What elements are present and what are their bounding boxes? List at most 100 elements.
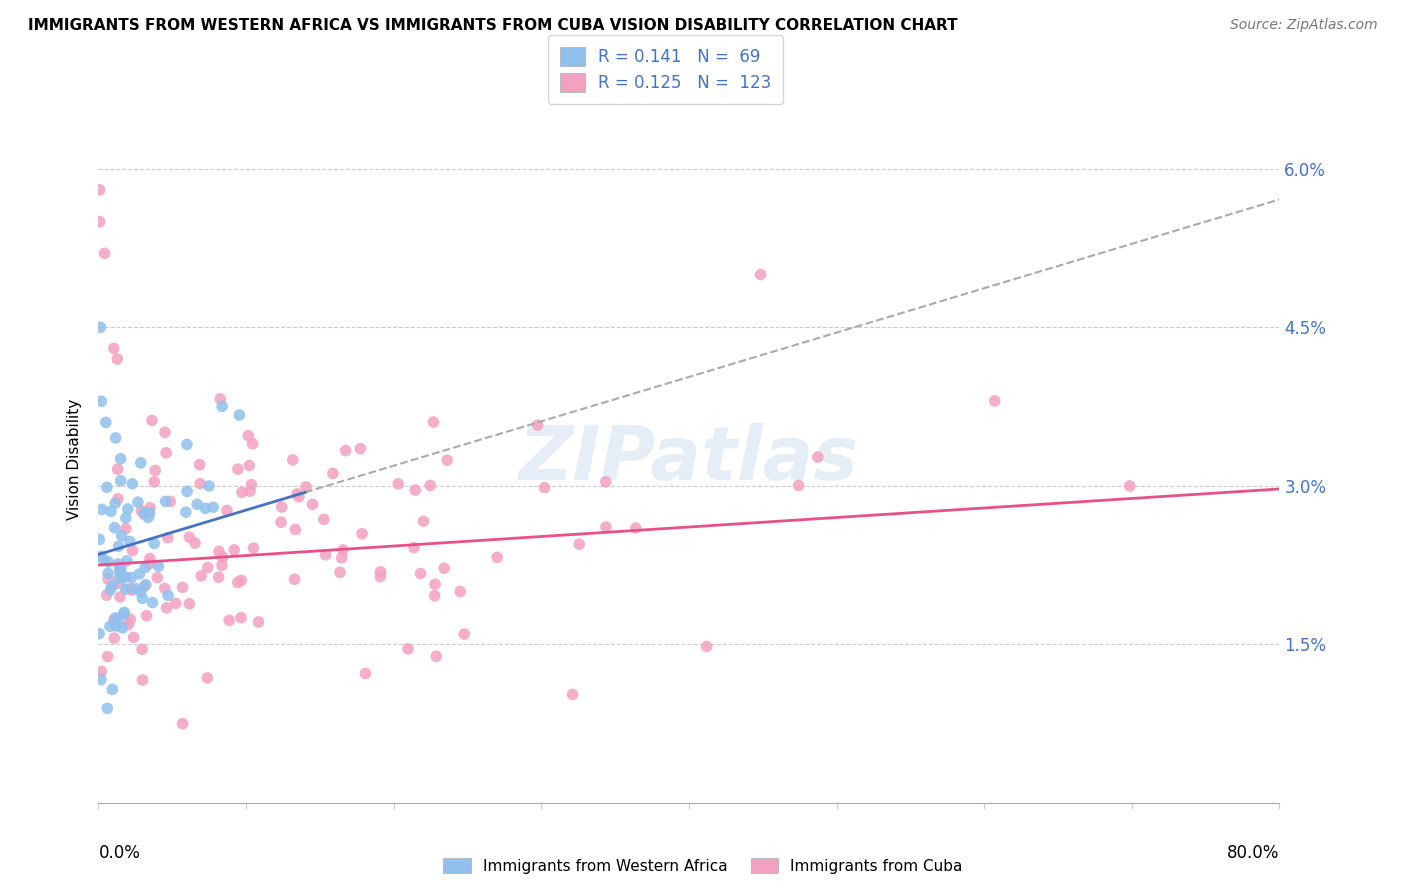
Point — [97, 572, 120, 586]
Point — [132, 506, 155, 520]
Point — [131, 673, 153, 687]
Point — [270, 515, 292, 529]
Point — [118, 534, 141, 549]
Point — [194, 501, 217, 516]
Point — [132, 580, 155, 594]
Point — [121, 583, 143, 598]
Point — [110, 474, 132, 488]
Point — [124, 582, 146, 596]
Point — [101, 682, 124, 697]
Point — [349, 442, 371, 456]
Point — [402, 541, 425, 555]
Point — [155, 494, 177, 508]
Point — [103, 613, 125, 627]
Point — [354, 666, 377, 681]
Point — [107, 539, 129, 553]
Point — [312, 512, 335, 526]
Point — [288, 490, 311, 504]
Point — [184, 536, 207, 550]
Point — [240, 477, 263, 491]
Point — [96, 701, 118, 715]
Point — [138, 506, 160, 520]
Point — [93, 552, 115, 566]
Point — [103, 342, 125, 356]
Point — [301, 497, 323, 511]
Point — [335, 443, 357, 458]
Point — [110, 561, 132, 575]
Point — [1119, 479, 1142, 493]
Point — [108, 571, 131, 585]
Point — [114, 582, 136, 596]
Point — [121, 570, 143, 584]
Point — [143, 536, 166, 550]
Point — [595, 520, 617, 534]
Point — [121, 543, 143, 558]
Point — [117, 502, 139, 516]
Point — [226, 575, 249, 590]
Point — [425, 649, 447, 664]
Point — [179, 530, 201, 544]
Point — [143, 463, 166, 477]
Point — [239, 484, 262, 499]
Point — [112, 606, 135, 620]
Point — [179, 597, 201, 611]
Point — [188, 476, 211, 491]
Point — [98, 582, 121, 597]
Point — [533, 481, 555, 495]
Point — [107, 462, 129, 476]
Point — [433, 561, 456, 575]
Point — [112, 607, 135, 621]
Point — [110, 451, 132, 466]
Point — [108, 576, 131, 591]
Point — [807, 450, 830, 464]
Point — [368, 569, 391, 583]
Point — [107, 491, 129, 506]
Point — [146, 571, 169, 585]
Point — [423, 577, 446, 591]
Point — [211, 400, 233, 414]
Point — [94, 416, 117, 430]
Point — [198, 479, 221, 493]
Point — [242, 437, 264, 451]
Point — [131, 642, 153, 657]
Point — [157, 588, 180, 602]
Point — [229, 611, 252, 625]
Point — [284, 572, 307, 586]
Point — [983, 393, 1005, 408]
Point — [112, 569, 135, 583]
Point — [138, 557, 160, 571]
Point — [155, 446, 177, 460]
Point — [215, 503, 238, 517]
Point — [89, 626, 111, 640]
Point — [96, 588, 118, 602]
Legend: R = 0.141   N =  69, R = 0.125   N =  123: R = 0.141 N = 69, R = 0.125 N = 123 — [548, 35, 783, 103]
Point — [226, 462, 249, 476]
Point — [115, 511, 138, 525]
Point — [104, 431, 127, 445]
Point — [155, 600, 177, 615]
Point — [404, 483, 426, 497]
Point — [97, 566, 120, 581]
Point — [121, 476, 143, 491]
Point — [209, 392, 232, 406]
Point — [561, 688, 583, 702]
Point — [284, 523, 307, 537]
Point — [195, 671, 218, 685]
Point — [370, 565, 392, 579]
Text: Source: ZipAtlas.com: Source: ZipAtlas.com — [1230, 18, 1378, 32]
Point — [568, 537, 591, 551]
Point — [749, 268, 772, 282]
Point — [218, 613, 240, 627]
Point — [105, 351, 128, 366]
Point — [129, 456, 152, 470]
Point — [105, 619, 128, 633]
Point — [696, 640, 718, 654]
Point — [176, 484, 198, 499]
Point — [412, 514, 434, 528]
Point — [139, 551, 162, 566]
Point — [423, 589, 446, 603]
Point — [176, 437, 198, 451]
Point — [111, 529, 134, 543]
Point — [156, 531, 179, 545]
Point — [134, 508, 156, 522]
